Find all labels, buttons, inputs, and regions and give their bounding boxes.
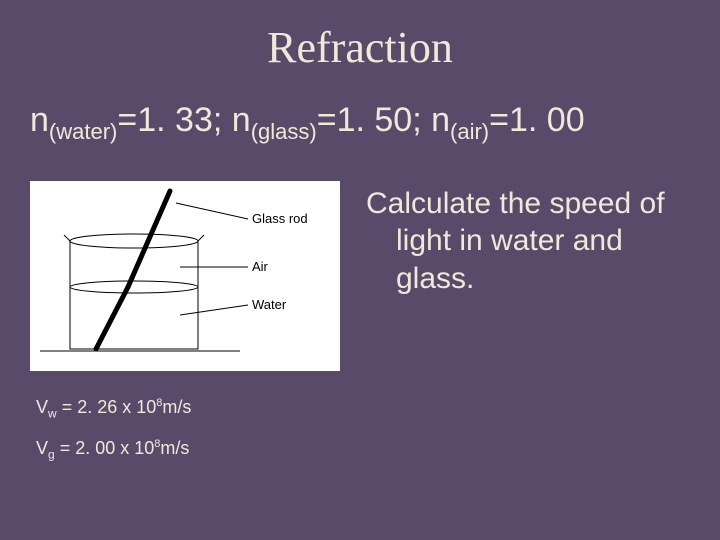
label-water: Water [252,297,287,312]
vg-unit: m/s [160,438,189,458]
n-glass-symbol: n [232,101,251,139]
eq2: = [317,101,337,139]
instruction-text: Calculate the speed of light in water an… [390,181,696,371]
n-water-sub: (water) [49,119,117,144]
vg-eq: = [55,438,76,458]
n-air-symbol: n [431,101,450,139]
n-water-val: 1. 33 [137,101,213,139]
n-glass-sub: (glass) [251,119,317,144]
vw-coef: 2. 26 x 10 [77,397,156,417]
n-air-val: 1. 00 [509,101,585,139]
n-water-symbol: n [30,101,49,139]
refractive-indices-line: n(water)=1. 33; n(glass)=1. 50; n(air)=1… [0,91,720,145]
vw-symbol: V [36,397,48,417]
refraction-diagram: Glass rod Air Water [30,181,340,371]
vg-sub: g [48,448,55,462]
vw-sub: w [48,406,57,420]
content-row: Glass rod Air Water Calculate the speed … [0,145,720,371]
answer-vw: Vw = 2. 26 x 108m/s [36,397,720,439]
eq3: = [489,101,509,139]
slide-title: Refraction [0,0,720,91]
answer-vg: Vg = 2. 00 x 108m/s [36,438,720,480]
n-air-sub: (air) [450,119,489,144]
vw-eq: = [57,397,78,417]
vg-coef: 2. 00 x 10 [75,438,154,458]
sep2: ; [412,101,431,139]
vg-symbol: V [36,438,48,458]
answers-block: Vw = 2. 26 x 108m/s Vg = 2. 00 x 108m/s [0,371,720,480]
vw-unit: m/s [162,397,191,417]
eq1: = [117,101,137,139]
n-glass-val: 1. 50 [337,101,413,139]
label-air: Air [252,259,269,274]
label-glass-rod: Glass rod [252,211,308,226]
sep1: ; [213,101,232,139]
diagram-svg: Glass rod Air Water [30,181,340,371]
